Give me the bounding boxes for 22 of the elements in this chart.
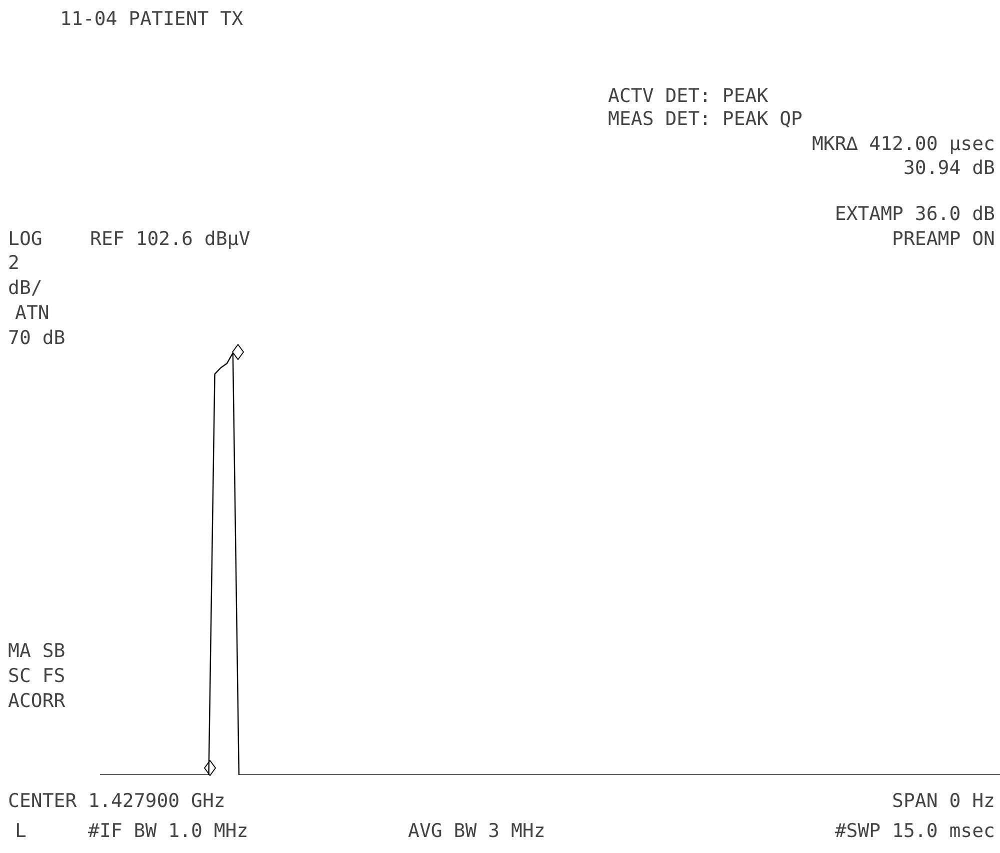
text: PREAMP ON [892, 228, 995, 250]
text: CENTER 1.427900 GHz [8, 790, 226, 812]
text: MKR∆ 412.00 µsec [812, 133, 995, 155]
text: AVG BW 3 MHz [408, 820, 546, 842]
text: REF 102.6 dBµV [90, 228, 250, 250]
text: #IF BW 1.0 MHz [88, 820, 248, 842]
text: ATN [15, 302, 50, 324]
text: 2 [8, 252, 20, 274]
text: #SWP 15.0 msec [834, 820, 995, 842]
text: MA SB [8, 640, 66, 662]
text: LOG [8, 228, 42, 250]
text: SPAN 0 Hz [892, 790, 995, 812]
text: SC FS [8, 665, 66, 687]
chart-title: 11-04 PATIENT TX [60, 8, 244, 30]
text: 70 dB [8, 327, 66, 349]
text: EXTAMP 36.0 dB [834, 203, 995, 225]
text: ACTV DET: PEAK [608, 85, 768, 107]
text: 30.94 dB [903, 157, 995, 179]
text: dB/ [8, 277, 42, 299]
text: ACORR [8, 690, 66, 712]
text: L [15, 820, 26, 842]
text: MEAS DET: PEAK QP [608, 108, 802, 130]
